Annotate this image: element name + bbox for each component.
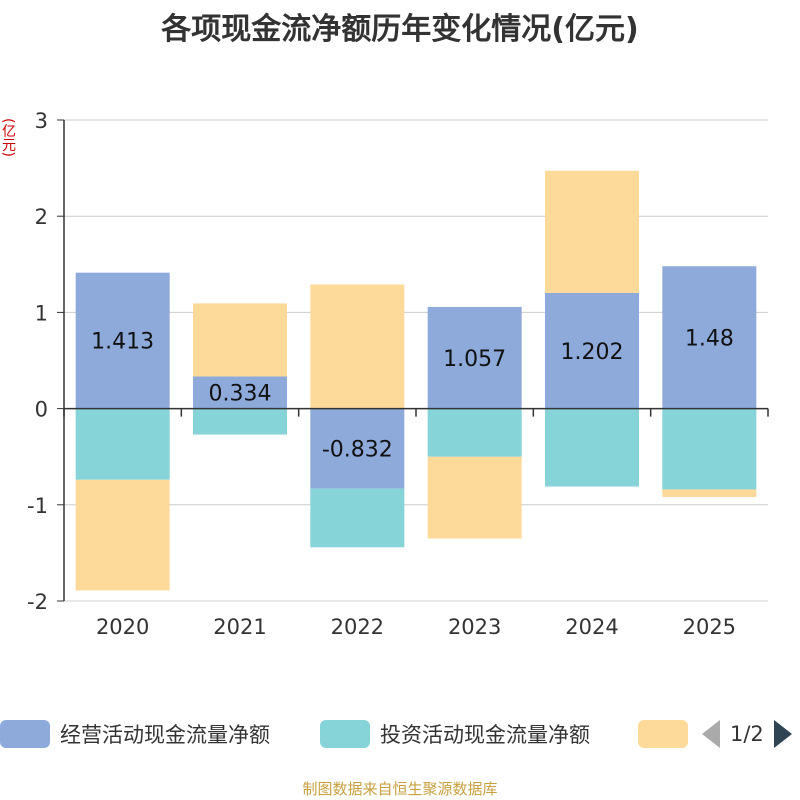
bar-investing-2022	[310, 488, 405, 548]
legend-swatch-operating	[0, 720, 50, 748]
bar-investing-2025	[662, 408, 757, 490]
x-tick-label: 2021	[213, 615, 266, 639]
x-tick-label: 2024	[565, 615, 618, 639]
legend-item-operating[interactable]: 经营活动现金流量净额	[0, 716, 270, 752]
data-label-2020: 1.413	[91, 330, 154, 355]
legend-label-investing: 投资活动现金流量净额	[380, 723, 590, 747]
bar-investing-2020	[75, 408, 170, 480]
y-tick-label: 3	[35, 109, 48, 133]
bar-financing-2022	[310, 284, 405, 409]
legend-page-indicator: 1/2	[730, 722, 764, 746]
y-tick-label: 1	[35, 301, 48, 325]
bar-financing-2024	[545, 170, 639, 293]
data-source-note: 制图数据来自恒生聚源数据库	[302, 780, 498, 798]
bar-operating-2023	[427, 306, 522, 409]
bar-investing-2023	[427, 408, 522, 457]
bar-financing-2021	[193, 303, 287, 377]
bar-financing-2023	[427, 456, 522, 539]
x-tick-label: 2023	[448, 615, 501, 639]
x-tick-label: 2025	[683, 615, 736, 639]
bar-operating-2022	[310, 408, 405, 489]
data-label-2023: 1.057	[443, 347, 506, 372]
legend-prev-page-icon[interactable]	[702, 720, 720, 748]
chart-title: 各项现金流净额历年变化情况(亿元)	[161, 12, 639, 47]
bar-financing-2025	[662, 489, 757, 498]
bar-operating-2024	[545, 292, 639, 409]
y-tick-label: -1	[27, 494, 48, 518]
legend-item-investing[interactable]: 投资活动现金流量净额	[320, 716, 590, 752]
legend-label-operating: 经营活动现金流量净额	[60, 723, 270, 747]
y-tick-label: 2	[35, 205, 48, 229]
y-axis-unit: (亿元)	[0, 118, 16, 157]
legend-pager: 1/2	[702, 716, 792, 752]
bar-investing-2021	[193, 408, 287, 435]
legend-next-page-icon[interactable]	[773, 720, 792, 748]
legend-swatch-financing	[638, 720, 688, 748]
data-label-2025: 1.48	[685, 326, 734, 351]
legend-item-financing[interactable]	[638, 716, 688, 752]
x-tick-label: 2022	[331, 615, 384, 639]
bar-operating-2025	[662, 266, 757, 409]
data-label-2021: 0.334	[209, 382, 272, 407]
chart-plot: -2 -1 0 1 2 3 1.413 0.334 -0.832 1.057 1.202 1.48 20…	[27, 109, 769, 639]
y-tick-label: -2	[27, 590, 48, 614]
bar-operating-2020	[75, 272, 170, 409]
data-label-2024: 1.202	[561, 340, 624, 365]
data-label-2022: -0.832	[322, 438, 393, 463]
y-tick-label: 0	[35, 398, 48, 422]
legend-swatch-investing	[320, 720, 370, 748]
bar-operating-2021	[193, 376, 287, 409]
bar-investing-2024	[545, 408, 639, 487]
legend: 经营活动现金流量净额 投资活动现金流量净额 1/2	[0, 716, 800, 752]
x-tick-label: 2020	[96, 615, 149, 639]
bar-financing-2020	[75, 479, 170, 591]
